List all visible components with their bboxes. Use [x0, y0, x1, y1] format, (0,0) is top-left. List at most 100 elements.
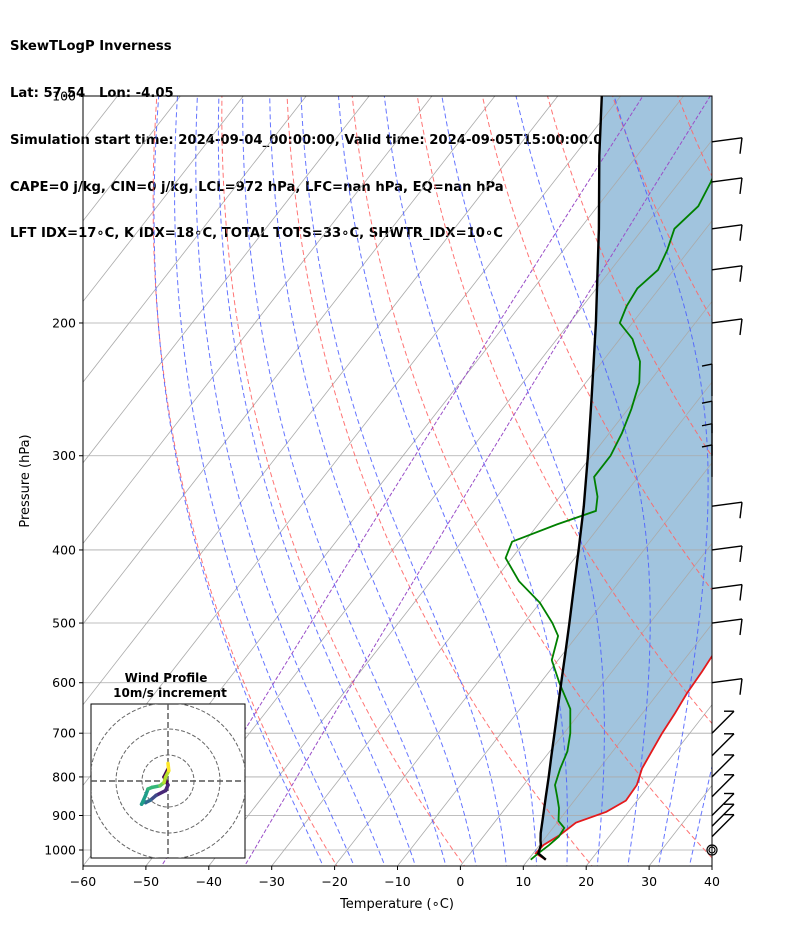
- temperature-line: [534, 654, 712, 861]
- moist-adiabat: [242, 96, 447, 866]
- moist-adiabat: [515, 96, 651, 866]
- wind-barb: [711, 754, 735, 778]
- cape-cin-shading: [535, 96, 712, 860]
- wind-barb: [711, 803, 735, 827]
- header-indices-2: LFT IDX=17∘C, K IDX=18∘C, TOTAL TOTS=33∘…: [10, 226, 503, 242]
- wind-barb: [711, 774, 735, 798]
- wind-barb: [711, 813, 735, 838]
- calm-wind-circle-inner: [708, 846, 716, 854]
- barb-flag: [739, 318, 743, 336]
- y-tick-label: 200: [52, 315, 76, 330]
- wind-barb: [711, 733, 735, 757]
- calm-wind-circle: [706, 844, 718, 856]
- barb-shaft: [711, 814, 735, 838]
- isotherm-gridline: [83, 96, 370, 464]
- barb-shaft: [711, 501, 743, 507]
- isotherm-gridline: [397, 462, 712, 866]
- barb-shaft: [711, 754, 735, 778]
- wind-barb: [711, 501, 743, 519]
- wind-barb: [706, 844, 718, 856]
- isotherm-gridline: [208, 220, 712, 866]
- isotherm-gridline: [460, 542, 712, 866]
- wind-barb: [711, 545, 743, 563]
- hodograph-subtitle: 10m/s increment: [113, 686, 227, 700]
- barb-shaft: [711, 678, 743, 684]
- barb-shaft: [711, 545, 743, 551]
- x-tick-label: 40: [704, 874, 720, 889]
- moist-adiabat: [153, 96, 324, 866]
- y-tick-label: 500: [52, 616, 76, 631]
- x-tick-label: −10: [384, 874, 410, 889]
- y-axis-label: Pressure (hPa): [18, 434, 33, 527]
- dry-adiabat: [351, 96, 712, 859]
- dry-adiabat: [481, 96, 712, 592]
- barb-flag: [701, 363, 713, 367]
- wind-barb: [711, 265, 743, 282]
- x-tick-label: −60: [70, 874, 96, 889]
- wind-barb: [711, 177, 743, 195]
- moist-adiabat: [300, 96, 507, 866]
- hodograph-segment: [154, 788, 168, 798]
- barb-shaft: [711, 618, 743, 624]
- barb-shaft: [711, 803, 735, 827]
- isotherm-gridline: [83, 96, 433, 545]
- header-indices-1: CAPE=0 j/kg, CIN=0 j/kg, LCL=972 hPa, LF…: [10, 179, 504, 195]
- isotherm-gridline: [83, 96, 496, 625]
- wind-barb: [711, 792, 735, 816]
- moist-adiabat: [217, 96, 417, 866]
- y-tick-label: 100: [52, 89, 76, 104]
- wind-barb: [701, 363, 713, 397]
- chart-header: SkewTLogP Inverness Lat: 57.54 Lon: -4.0…: [10, 8, 612, 258]
- barb-flag: [739, 584, 743, 601]
- x-axis-label: Temperature (∘C): [339, 897, 454, 912]
- x-tick-label: 10: [515, 874, 531, 889]
- barb-flag: [701, 444, 713, 448]
- hodograph-segment: [166, 761, 171, 773]
- isotherm-gridline: [775, 96, 794, 866]
- barb-flag: [701, 423, 713, 427]
- hodograph-title: Wind Profile: [125, 671, 208, 685]
- isotherm-gridline: [334, 381, 712, 866]
- barb-flag: [739, 177, 743, 195]
- dewpoint-line: [504, 176, 712, 861]
- moist-adiabat: [269, 96, 477, 866]
- barb-shaft: [711, 137, 743, 143]
- barb-shaft: [711, 265, 743, 271]
- y-tick-label: 400: [52, 542, 76, 557]
- wind-barb: [711, 710, 735, 734]
- mixing-ratio-line: [244, 96, 711, 866]
- hodograph-body: [91, 704, 245, 858]
- dry-adiabat: [743, 96, 794, 869]
- barb-shaft: [711, 733, 735, 757]
- moist-adiabat: [613, 96, 709, 866]
- isotherm-gridline: [271, 300, 712, 866]
- dry-adiabat: [416, 96, 712, 725]
- barb-shaft: [711, 793, 735, 816]
- barb-shaft: [711, 177, 743, 183]
- isotherm-gridline: [522, 623, 712, 866]
- isotherm-gridline: [83, 96, 244, 303]
- wind-barb: [701, 400, 713, 434]
- header-title: SkewTLogP Inverness: [10, 39, 172, 55]
- isotherm-gridline: [585, 704, 712, 866]
- y-tick-label: 600: [52, 675, 76, 690]
- barb-flag: [739, 265, 743, 282]
- moist-adiabat: [338, 96, 538, 866]
- barb-flag: [739, 224, 743, 241]
- dry-adiabat: [286, 96, 593, 866]
- barb-flag: [739, 137, 743, 154]
- wind-barb: [711, 137, 743, 154]
- parcel-profile-line: [536, 96, 603, 861]
- barb-shaft: [711, 224, 743, 230]
- dry-adiabat: [221, 96, 466, 866]
- wind-barb: [711, 318, 743, 336]
- y-tick-label: 300: [52, 448, 76, 463]
- moist-adiabat: [195, 96, 386, 866]
- barb-shaft: [711, 318, 743, 324]
- isotherm-gridline: [83, 96, 307, 383]
- barb-flag: [739, 502, 743, 519]
- barb-shaft: [711, 774, 735, 798]
- isotherm-gridline: [145, 139, 712, 866]
- wind-barb: [711, 583, 743, 601]
